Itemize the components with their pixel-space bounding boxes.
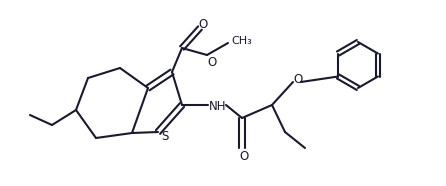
Text: O: O: [293, 73, 303, 86]
Text: O: O: [240, 150, 248, 163]
Text: O: O: [198, 17, 208, 31]
Text: O: O: [207, 55, 217, 68]
Text: CH₃: CH₃: [231, 36, 252, 46]
Text: S: S: [161, 129, 169, 142]
Text: NH: NH: [209, 100, 227, 113]
